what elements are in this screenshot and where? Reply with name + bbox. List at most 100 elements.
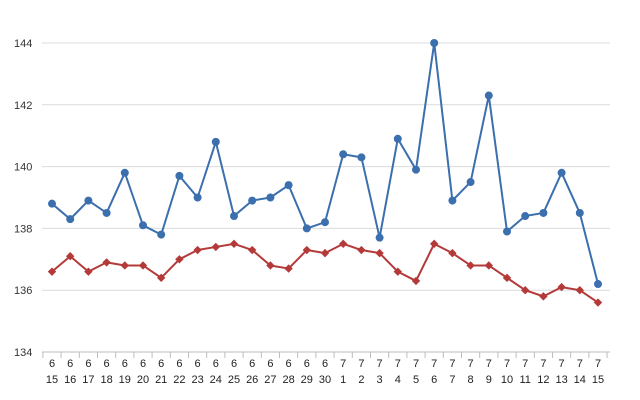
x-tick-label-month: 7 (340, 358, 346, 370)
x-tick-label-day: 9 (486, 374, 492, 386)
data-point (466, 261, 475, 270)
data-point (321, 218, 329, 227)
data-point (139, 221, 147, 230)
data-point (248, 245, 257, 255)
x-tick-label-day: 23 (191, 374, 203, 386)
x-tick-label-day: 7 (449, 374, 455, 386)
data-point (575, 286, 584, 295)
x-tick-label-day: 12 (537, 374, 549, 386)
x-tick-label-day: 1 (340, 374, 346, 386)
data-point (521, 212, 530, 221)
x-tick-label-month: 7 (413, 358, 419, 370)
data-point (484, 261, 493, 270)
x-tick-label-month: 6 (49, 358, 55, 370)
data-point (211, 137, 220, 146)
y-axis-ticks: 134 136 138 140 142 144 (14, 38, 32, 359)
x-tick-label-month: 7 (395, 358, 401, 370)
x-tick-label-day: 4 (395, 374, 401, 386)
data-point (411, 276, 421, 286)
data-point (66, 252, 75, 261)
data-point (102, 208, 111, 217)
x-tick-label-month: 7 (449, 358, 455, 370)
x-tick-label-month: 7 (577, 358, 583, 370)
x-tick-label-day: 24 (210, 374, 222, 386)
data-point (521, 286, 530, 295)
x-tick-label-month: 7 (486, 358, 492, 370)
data-point (430, 39, 439, 47)
x-tick-label-day: 19 (119, 374, 131, 386)
data-point (211, 242, 220, 252)
data-point (357, 153, 366, 162)
x-axis-ticks: 6156166176186196206216226236246256266276… (46, 358, 604, 386)
x-tick-label-month: 6 (85, 358, 91, 370)
x-tick-label-day: 10 (501, 374, 513, 386)
data-point (138, 261, 148, 270)
data-point (266, 193, 275, 202)
x-tick-label-month: 6 (67, 358, 73, 370)
data-point (539, 292, 548, 301)
data-point (575, 208, 584, 217)
data-point (248, 196, 257, 205)
x-tick-label-day: 16 (64, 374, 76, 386)
data-point (84, 267, 93, 276)
series-2 (47, 239, 603, 307)
x-tick-label-day: 14 (574, 374, 586, 386)
x-tick-label-month: 6 (176, 358, 182, 370)
x-tick-label-month: 6 (140, 358, 146, 370)
x-tick-label-day: 28 (282, 374, 294, 386)
data-point (175, 171, 184, 180)
data-point (266, 261, 275, 270)
x-tick-label-month: 6 (104, 358, 110, 370)
x-tick-label-day: 18 (100, 374, 112, 386)
data-point (539, 208, 548, 217)
x-tick-label-month: 7 (377, 358, 383, 370)
data-point (320, 248, 330, 258)
data-point (84, 196, 93, 205)
gridlines (42, 42, 610, 291)
x-tick-label-day: 6 (431, 374, 437, 386)
data-point (193, 193, 202, 202)
data-point (193, 245, 202, 255)
data-point (375, 248, 384, 258)
x-tick-label-month: 6 (231, 358, 237, 370)
data-point (48, 199, 56, 208)
data-point (230, 212, 238, 221)
data-point (448, 196, 457, 205)
data-point (448, 248, 457, 258)
x-tick-label-month: 6 (122, 358, 128, 370)
x-tick-label-month: 7 (504, 358, 510, 370)
x-tick-label-day: 11 (519, 374, 530, 386)
data-point (66, 215, 75, 224)
series-line (51, 42, 599, 285)
data-point (466, 178, 475, 187)
data-point (229, 239, 239, 249)
x-axis (42, 351, 610, 358)
x-tick-label-day: 13 (555, 374, 567, 386)
data-point (284, 264, 293, 273)
x-tick-label-day: 30 (319, 374, 331, 386)
data-point (302, 224, 311, 233)
x-tick-label-day: 20 (137, 374, 149, 386)
data-point (557, 282, 566, 292)
x-tick-label-month: 6 (195, 358, 201, 370)
data-point (557, 168, 566, 177)
x-tick-label-month: 7 (431, 358, 437, 370)
x-tick-label-day: 26 (246, 374, 258, 386)
x-tick-label-day: 22 (173, 374, 185, 386)
data-point (594, 280, 602, 289)
x-tick-label-day: 8 (468, 374, 474, 386)
x-tick-label-day: 21 (155, 374, 167, 386)
x-tick-label-day: 15 (592, 374, 604, 386)
y-tick-label: 142 (14, 100, 32, 112)
y-tick-label: 144 (14, 38, 32, 50)
x-tick-label-month: 7 (540, 358, 546, 370)
series-group (47, 39, 603, 307)
x-tick-label-month: 7 (595, 358, 601, 370)
x-tick-label-day: 25 (228, 374, 240, 386)
y-tick-label: 138 (14, 223, 32, 235)
data-point (393, 134, 402, 143)
x-tick-label-month: 6 (158, 358, 164, 370)
x-tick-label-month: 6 (304, 358, 310, 370)
data-point (175, 255, 184, 264)
data-point (102, 258, 111, 267)
